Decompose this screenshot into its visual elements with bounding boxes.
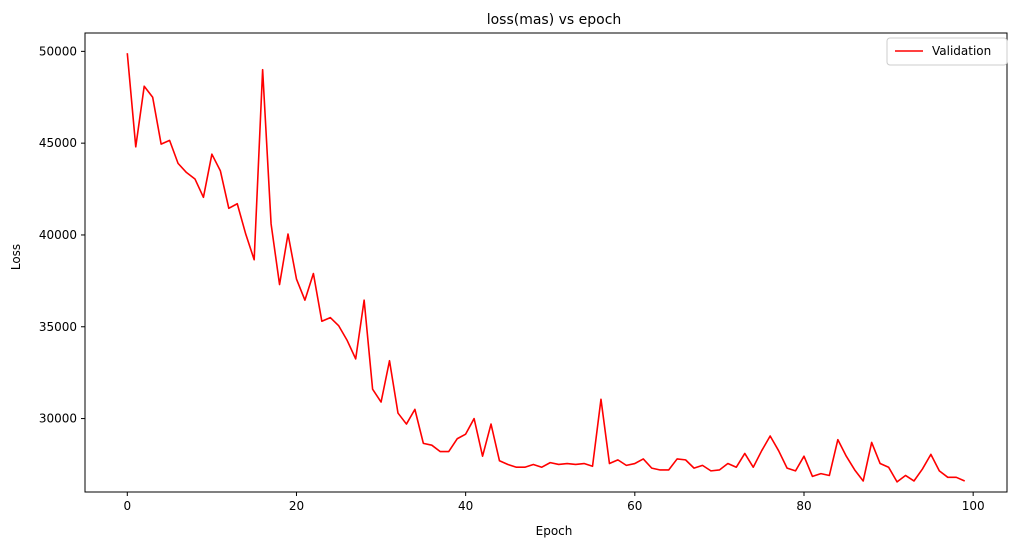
x-axis-label: Epoch [536, 524, 573, 538]
x-tick-label: 0 [123, 499, 131, 513]
plot-frame [84, 32, 1008, 493]
x-axis: 0 20 40 60 80 100 [123, 492, 985, 513]
legend-frame [886, 37, 1008, 66]
y-axis: 30000 35000 40000 45000 50000 [39, 44, 85, 426]
y-tick-label: 50000 [39, 44, 77, 58]
y-tick-label: 35000 [39, 320, 77, 334]
plot-area [84, 32, 1008, 493]
x-tick-label: 60 [627, 499, 642, 513]
series-line-validation [126, 53, 966, 483]
legend: Validation [886, 37, 1008, 66]
y-tick-label: 30000 [39, 412, 77, 426]
y-tick-label: 45000 [39, 136, 77, 150]
y-axis-label: Loss [9, 244, 23, 270]
x-tick-label: 100 [962, 499, 985, 513]
legend-label-validation: Validation [932, 44, 991, 58]
chart-title: loss(mas) vs epoch [487, 12, 622, 28]
x-tick-label: 80 [796, 499, 811, 513]
y-tick-label: 40000 [39, 228, 77, 242]
x-tick-label: 40 [458, 499, 473, 513]
x-tick-label: 20 [289, 499, 304, 513]
